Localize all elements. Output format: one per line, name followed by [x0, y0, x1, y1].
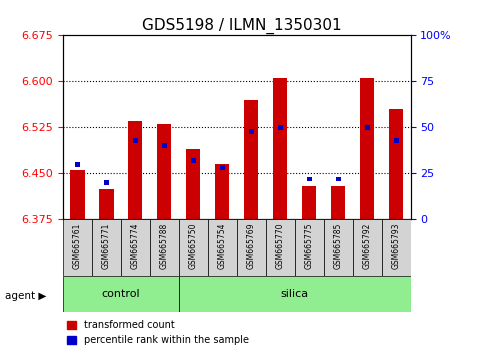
- FancyBboxPatch shape: [121, 219, 150, 276]
- Bar: [104, 180, 109, 185]
- FancyBboxPatch shape: [92, 219, 121, 276]
- Bar: [75, 162, 80, 167]
- Bar: [249, 129, 254, 133]
- Bar: [99, 189, 114, 219]
- FancyBboxPatch shape: [295, 219, 324, 276]
- FancyBboxPatch shape: [266, 219, 295, 276]
- Bar: [278, 125, 283, 130]
- FancyBboxPatch shape: [63, 276, 179, 312]
- Text: GSM665750: GSM665750: [189, 222, 198, 269]
- Bar: [162, 143, 167, 148]
- FancyBboxPatch shape: [63, 219, 92, 276]
- Bar: [273, 78, 287, 219]
- Bar: [220, 165, 225, 170]
- Bar: [191, 158, 196, 163]
- Text: GSM665774: GSM665774: [131, 222, 140, 269]
- FancyBboxPatch shape: [237, 219, 266, 276]
- Bar: [336, 177, 341, 182]
- Bar: [133, 138, 138, 143]
- Text: GSM665785: GSM665785: [334, 222, 342, 269]
- Bar: [331, 186, 345, 219]
- Text: GSM665793: GSM665793: [392, 222, 400, 269]
- Text: GSM665775: GSM665775: [305, 222, 313, 269]
- Text: GSM665769: GSM665769: [247, 222, 256, 269]
- Bar: [215, 164, 229, 219]
- FancyBboxPatch shape: [324, 219, 353, 276]
- Text: GDS5198 / ILMN_1350301: GDS5198 / ILMN_1350301: [142, 18, 341, 34]
- Text: GSM665792: GSM665792: [363, 222, 371, 269]
- Text: GSM665770: GSM665770: [276, 222, 284, 269]
- Bar: [186, 149, 200, 219]
- Bar: [157, 124, 171, 219]
- Text: agent ▶: agent ▶: [5, 291, 46, 301]
- Bar: [360, 78, 374, 219]
- Bar: [128, 121, 142, 219]
- Text: GSM665754: GSM665754: [218, 222, 227, 269]
- FancyBboxPatch shape: [179, 219, 208, 276]
- Text: GSM665771: GSM665771: [102, 222, 111, 269]
- Text: GSM665761: GSM665761: [73, 222, 82, 269]
- Bar: [302, 186, 316, 219]
- FancyBboxPatch shape: [150, 219, 179, 276]
- Legend: transformed count, percentile rank within the sample: transformed count, percentile rank withi…: [63, 316, 253, 349]
- FancyBboxPatch shape: [179, 276, 411, 312]
- Text: control: control: [101, 289, 140, 299]
- FancyBboxPatch shape: [382, 219, 411, 276]
- Bar: [307, 177, 312, 182]
- Text: silica: silica: [281, 289, 309, 299]
- Text: GSM665788: GSM665788: [160, 222, 169, 269]
- FancyBboxPatch shape: [353, 219, 382, 276]
- Bar: [365, 125, 369, 130]
- Bar: [244, 100, 258, 219]
- Bar: [389, 109, 403, 219]
- Bar: [394, 138, 398, 143]
- FancyBboxPatch shape: [208, 219, 237, 276]
- Bar: [70, 170, 85, 219]
